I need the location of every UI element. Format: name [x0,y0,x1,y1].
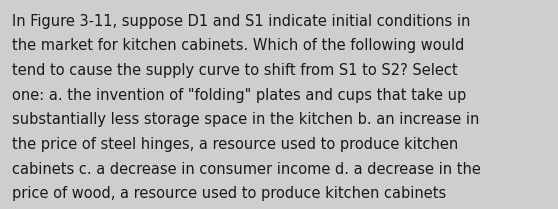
Text: tend to cause the supply curve to shift from S1 to S2? Select: tend to cause the supply curve to shift … [12,63,458,78]
Text: the price of steel hinges, a resource used to produce kitchen: the price of steel hinges, a resource us… [12,137,459,152]
Text: price of wood, a resource used to produce kitchen cabinets: price of wood, a resource used to produc… [12,186,446,201]
Text: one: a. the invention of "folding" plates and cups that take up: one: a. the invention of "folding" plate… [12,88,466,103]
Text: substantially less storage space in the kitchen b. an increase in: substantially less storage space in the … [12,112,480,127]
Text: cabinets c. a decrease in consumer income d. a decrease in the: cabinets c. a decrease in consumer incom… [12,162,481,177]
Text: In Figure 3-11, suppose D1 and S1 indicate initial conditions in: In Figure 3-11, suppose D1 and S1 indica… [12,14,470,29]
Text: the market for kitchen cabinets. Which of the following would: the market for kitchen cabinets. Which o… [12,38,465,53]
